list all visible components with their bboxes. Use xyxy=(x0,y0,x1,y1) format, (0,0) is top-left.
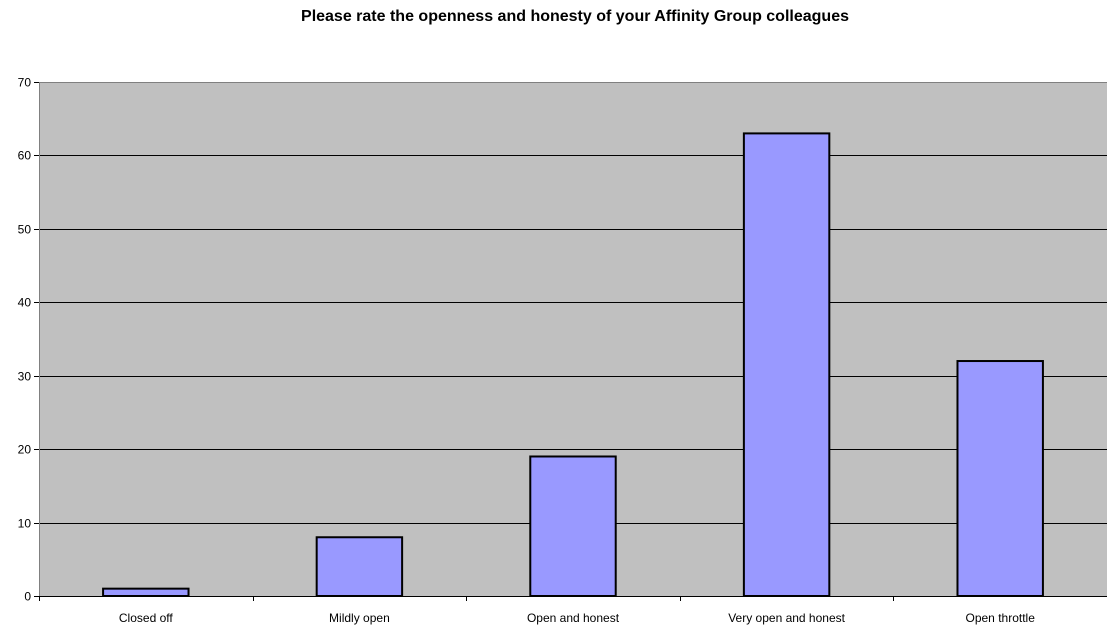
axes xyxy=(39,82,1107,597)
bar xyxy=(102,587,190,598)
x-tick-label: Open and honest xyxy=(527,611,620,625)
x-axis-ticks: Closed off Mildly open Open and honest Very… xyxy=(39,596,1036,625)
x-tick-label: Very open and honest xyxy=(728,611,845,625)
y-axis-ticks: 0 10 20 30 40 50 60 70 xyxy=(18,76,39,604)
bars xyxy=(102,132,1044,598)
bar xyxy=(742,132,831,597)
y-tick-label: 10 xyxy=(18,517,32,531)
y-tick-label: 30 xyxy=(18,370,32,384)
bar xyxy=(529,455,617,597)
chart-title: Please rate the openness and honesty of … xyxy=(301,8,849,25)
x-tick-label: Open throttle xyxy=(966,611,1036,625)
bar xyxy=(315,536,404,597)
bar xyxy=(956,360,1044,597)
y-tick-label: 20 xyxy=(18,443,32,457)
y-tick-label: 50 xyxy=(18,223,32,237)
y-tick-label: 70 xyxy=(18,76,32,90)
x-tick-label: Closed off xyxy=(119,611,173,625)
y-tick-label: 0 xyxy=(24,590,31,604)
x-tick-label: Mildly open xyxy=(329,611,390,625)
y-tick-label: 60 xyxy=(18,149,32,163)
y-tick-label: 40 xyxy=(18,296,32,310)
